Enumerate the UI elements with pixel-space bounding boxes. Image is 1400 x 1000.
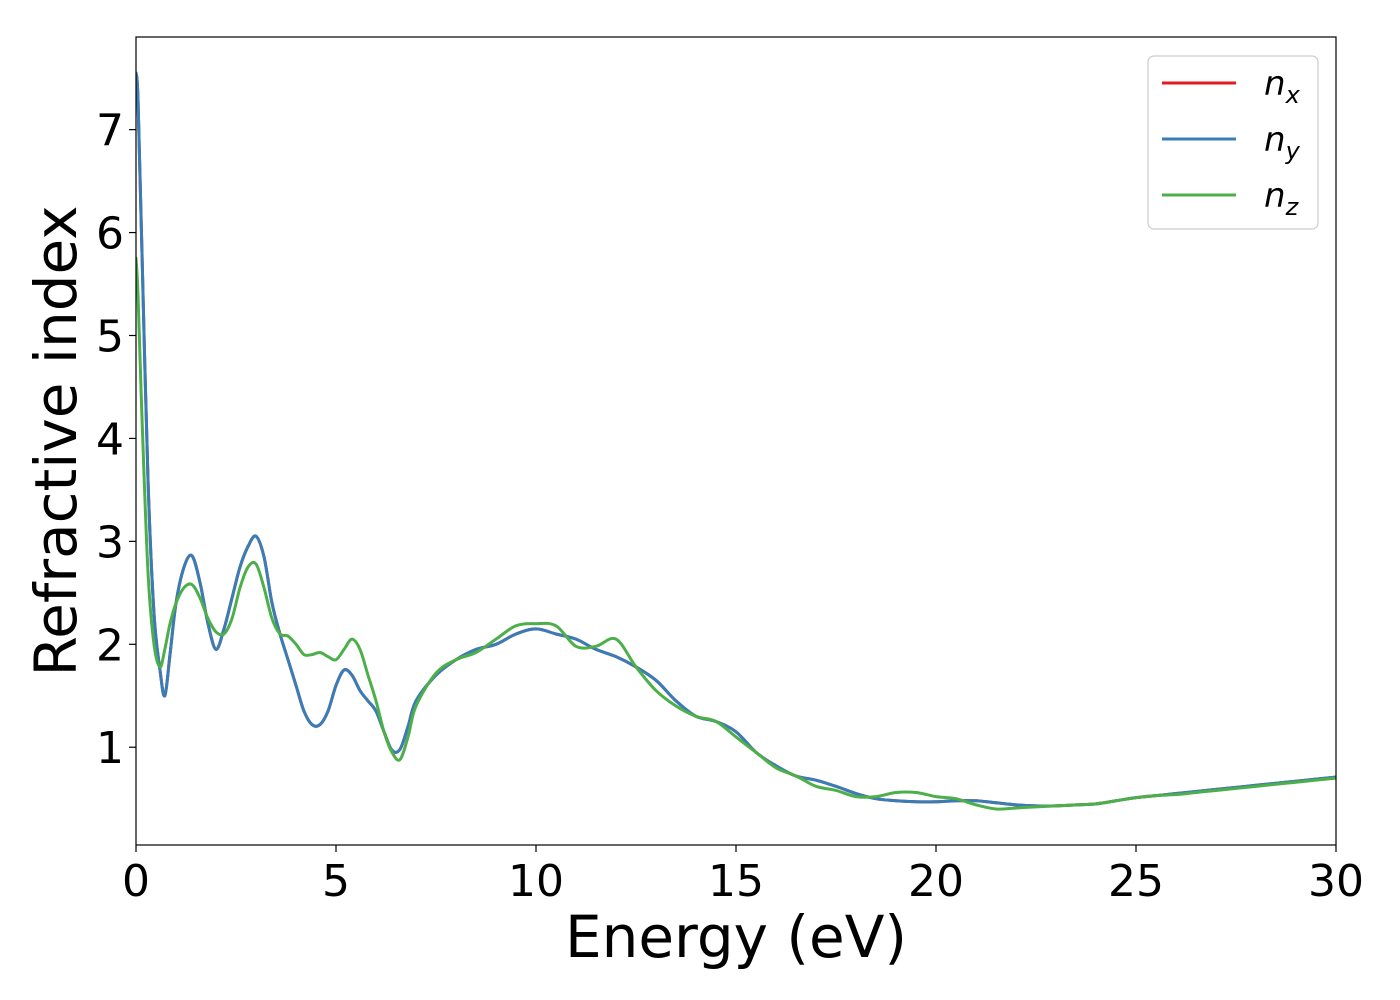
series-line-z: [136, 256, 1336, 811]
x-tick-label: 30: [1308, 856, 1364, 907]
legend-label-z: nz: [1264, 176, 1300, 221]
y-axis: 1 2 3 4 5 6 7: [96, 106, 136, 774]
y-axis-title: Refractive index: [22, 205, 90, 676]
legend: nx ny nz: [1147, 55, 1319, 230]
x-tick-label: 10: [508, 856, 564, 907]
y-tick-label: 1: [96, 723, 124, 774]
legend-label-y: ny: [1264, 120, 1301, 165]
y-tick-label: 3: [96, 517, 124, 568]
y-tick-label: 2: [96, 620, 124, 671]
y-tick-label: 4: [96, 414, 124, 465]
legend-label-x: nx: [1264, 64, 1301, 109]
y-tick-label: 5: [96, 311, 124, 362]
y-tick-label: 6: [96, 209, 124, 260]
x-axis: 0 5 10 15 20 25 30: [122, 845, 1364, 907]
x-tick-label: 15: [708, 856, 764, 907]
plot-area: [136, 71, 1336, 811]
x-tick-label: 0: [122, 856, 150, 907]
x-tick-label: 25: [1108, 856, 1164, 907]
x-tick-label: 20: [908, 856, 964, 907]
x-tick-label: 5: [322, 856, 350, 907]
x-axis-title: Energy (eV): [565, 903, 907, 971]
legend-box: [1147, 55, 1319, 230]
y-tick-label: 7: [96, 106, 124, 157]
